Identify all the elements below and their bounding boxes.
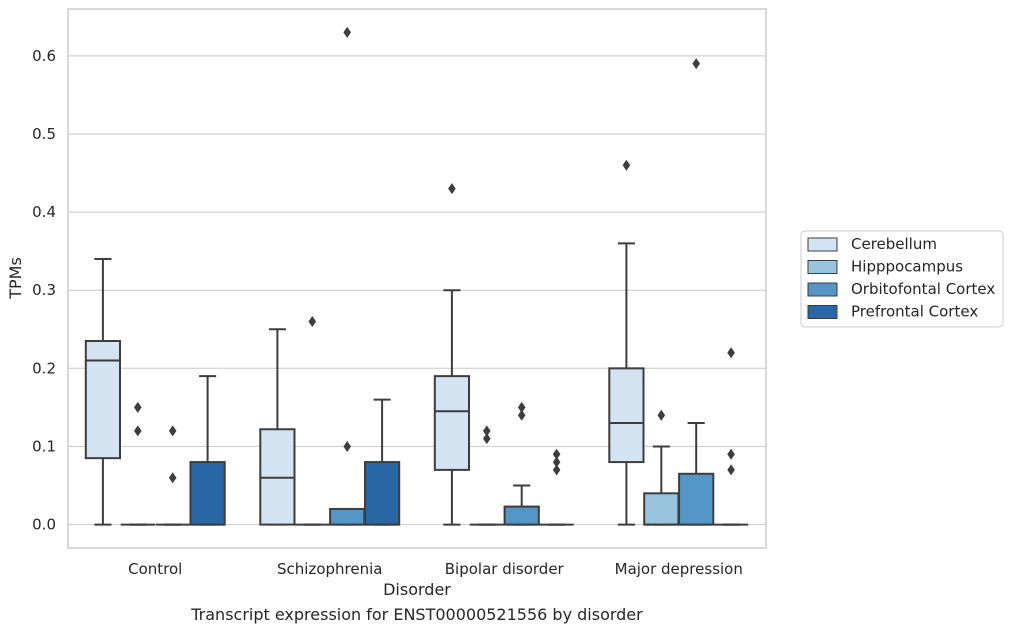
box	[84, 339, 122, 460]
legend-frame	[800, 230, 1004, 328]
outlier-marker	[448, 183, 456, 195]
outlier-marker	[657, 409, 666, 421]
box-group	[678, 58, 715, 526]
y-tick-label: 0.3	[32, 281, 56, 299]
plot-area	[68, 9, 766, 548]
outlier-marker	[727, 464, 735, 476]
box-group	[155, 425, 190, 526]
box-group	[295, 315, 330, 526]
x-tick-label: Bipolar disorder	[445, 560, 565, 578]
box	[503, 505, 540, 526]
box-group	[329, 26, 366, 526]
box-group	[259, 328, 296, 526]
outlier-marker	[308, 315, 317, 327]
x-axis-ticks: Control Schizophrenia Bipolar disorder Majo…	[128, 560, 743, 578]
y-tick-label: 0.6	[32, 47, 56, 65]
outlier-marker	[552, 464, 561, 476]
outlier-marker	[134, 401, 142, 413]
box	[678, 472, 715, 526]
box	[363, 461, 401, 526]
legend-label: Cerebellum	[851, 235, 937, 253]
legend-swatch	[807, 305, 838, 319]
y-tick-label: 0.0	[32, 516, 56, 534]
y-tick-label: 0.2	[32, 359, 56, 377]
legend: Cerebellum Hipppocampus Orbitofontal Corte…	[800, 230, 1004, 328]
legend-label: Hipppocampus	[851, 258, 963, 276]
box-group	[608, 159, 645, 526]
outlier-marker	[343, 26, 351, 38]
outlier-marker	[622, 159, 631, 171]
box-series	[84, 26, 749, 526]
y-tick-label: 0.4	[32, 203, 56, 221]
box-group	[713, 347, 749, 526]
outlier-marker	[134, 425, 142, 437]
x-tick-label: Major depression	[615, 560, 743, 578]
box-group	[363, 398, 401, 526]
y-tick-label: 0.5	[32, 125, 56, 143]
outlier-marker	[692, 58, 700, 70]
x-tick-label: Schizophrenia	[277, 560, 382, 578]
outlier-marker	[517, 401, 526, 413]
box	[329, 507, 366, 526]
box-group	[503, 401, 540, 526]
outlier-marker	[483, 425, 491, 437]
legend-swatch	[807, 237, 838, 252]
box-group	[469, 425, 504, 526]
outlier-marker	[552, 448, 561, 460]
box-group	[433, 183, 471, 526]
box-group	[189, 375, 226, 526]
box-group	[84, 257, 122, 526]
outlier-marker	[727, 347, 735, 359]
outlier-marker	[168, 472, 177, 484]
outlier-marker	[552, 456, 561, 468]
plot-frame	[67, 8, 767, 549]
legend-label: Orbitofontal Cortex	[851, 280, 995, 298]
outlier-marker	[483, 433, 491, 445]
box-group	[539, 448, 574, 526]
outlier-marker	[727, 448, 735, 460]
outlier-marker	[168, 425, 177, 437]
y-axis-label: TPMs	[6, 257, 25, 300]
box	[433, 375, 471, 471]
legend-swatch	[807, 282, 838, 297]
outlier-marker	[517, 409, 526, 421]
legend-label: Prefrontal Cortex	[851, 303, 978, 321]
x-tick-label: Control	[128, 560, 182, 578]
box	[189, 461, 226, 526]
box	[643, 492, 680, 526]
y-tick-label: 0.1	[32, 437, 56, 455]
chart-caption: Transcript expression for ENST0000052155…	[191, 605, 643, 624]
outlier-marker	[343, 440, 351, 452]
box	[608, 367, 645, 464]
box-group	[120, 401, 155, 526]
x-axis-label: Disorder	[383, 580, 451, 599]
y-axis-ticks: 0.0 0.1 0.2 0.3 0.4 0.5 0.6	[32, 47, 56, 534]
legend-swatch	[807, 260, 838, 274]
